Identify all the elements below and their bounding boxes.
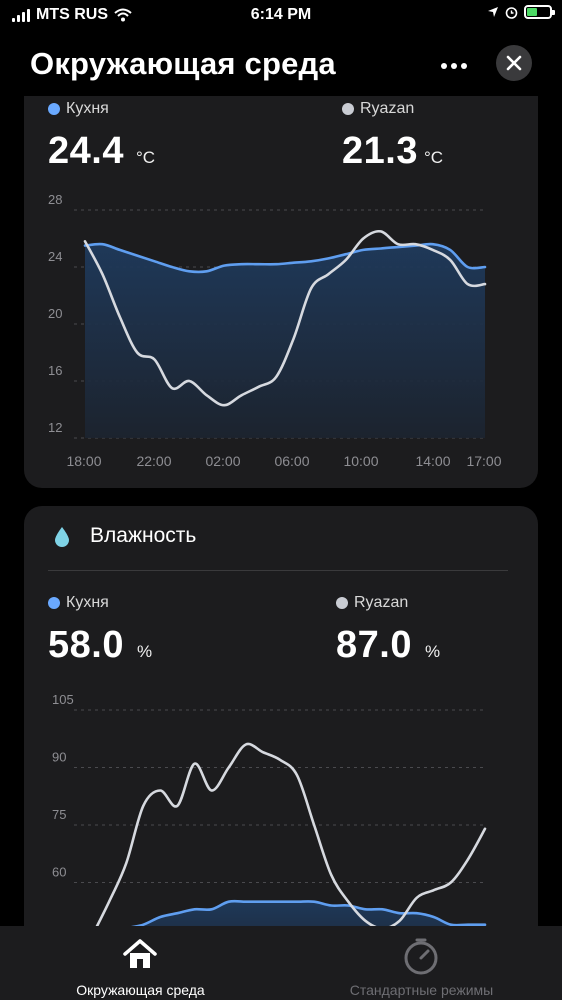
humidity-card: Влажность Кухня 58.0 % Ryazan 87.0 % 105… <box>24 506 538 976</box>
y-tick-label: 28 <box>48 192 62 207</box>
header: Окружающая среда <box>0 36 562 96</box>
tab-environment[interactable]: Окружающая среда <box>0 926 281 1000</box>
kitchen-humidity-value: 58.0 <box>48 624 124 666</box>
y-tick-label: 75 <box>52 807 66 822</box>
battery-icon <box>524 5 555 19</box>
x-tick-label: 17:00 <box>466 453 501 469</box>
wifi-icon <box>114 8 132 22</box>
legend-dot <box>48 597 60 609</box>
humidity-chart: 105 90 75 60 <box>52 692 487 976</box>
temperature-chart: 28 24 20 16 12 18:00 22:00 02:00 06:00 10:00 14:00… <box>48 192 502 469</box>
legend-dot <box>336 597 348 609</box>
location-arrow-icon <box>488 7 498 17</box>
tab-label: Окружающая среда <box>76 982 205 998</box>
y-tick-label: 105 <box>52 692 74 707</box>
legend-ryazan: Ryazan <box>336 594 408 612</box>
status-bar: MTS RUS 6:14 PM <box>0 0 562 32</box>
y-tick-label: 90 <box>52 750 66 765</box>
water-drop-icon <box>55 527 69 547</box>
humidity-title: Влажность <box>90 524 197 547</box>
legend-dot <box>48 103 60 115</box>
home-icon <box>123 939 157 968</box>
y-tick-label: 60 <box>52 865 66 880</box>
legend-kitchen: Кухня <box>48 100 109 118</box>
x-tick-label: 10:00 <box>343 453 378 469</box>
kitchen-area-fill <box>85 244 485 438</box>
cellular-signal-icon <box>12 8 30 22</box>
more-dot <box>441 63 447 69</box>
tab-label: Стандартные режимы <box>349 982 494 998</box>
status-time: 6:14 PM <box>250 6 312 23</box>
series-line-ryazan <box>90 742 487 938</box>
ryazan-temperature-value: 21.3 <box>342 130 418 172</box>
kitchen-temperature-value: 24.4 <box>48 130 124 172</box>
more-dot <box>461 63 467 69</box>
more-button[interactable] <box>436 54 472 78</box>
series-line-ryazan <box>83 229 487 407</box>
close-icon <box>506 55 522 71</box>
ryazan-temperature-unit: °C <box>424 148 444 167</box>
temperature-card: Кухня 24.4 °C Ryazan 21.3 °C 28 24 20 16 12 1… <box>24 60 538 488</box>
card-divider <box>48 570 508 571</box>
close-button[interactable] <box>496 45 532 81</box>
y-tick-label: 24 <box>48 249 62 264</box>
timer-icon <box>404 938 438 975</box>
page-title: Окружающая среда <box>30 46 336 81</box>
tab-bar: Окружающая среда Стандартные режимы <box>0 926 562 1000</box>
y-tick-label: 16 <box>48 363 62 378</box>
status-right <box>487 5 555 19</box>
kitchen-humidity-unit: % <box>137 642 153 661</box>
y-tick-label: 20 <box>48 306 62 321</box>
kitchen-temperature-unit: °C <box>136 148 156 167</box>
more-dot <box>451 63 457 69</box>
tab-standard-modes[interactable]: Стандартные режимы <box>281 926 562 1000</box>
carrier-name: MTS RUS <box>36 6 108 23</box>
series-line-kitchen <box>90 899 487 939</box>
ryazan-humidity-unit: % <box>425 642 441 661</box>
legend-kitchen: Кухня <box>48 594 109 612</box>
x-tick-label: 02:00 <box>205 453 240 469</box>
legend-ryazan: Ryazan <box>342 100 414 118</box>
alarm-icon <box>505 6 518 19</box>
ryazan-humidity-value: 87.0 <box>336 624 412 666</box>
legend-dot <box>342 103 354 115</box>
x-tick-label: 18:00 <box>66 453 101 469</box>
x-tick-label: 22:00 <box>136 453 171 469</box>
x-tick-label: 14:00 <box>415 453 450 469</box>
x-tick-label: 06:00 <box>274 453 309 469</box>
status-left: MTS RUS <box>12 6 132 24</box>
y-tick-label: 12 <box>48 420 62 435</box>
